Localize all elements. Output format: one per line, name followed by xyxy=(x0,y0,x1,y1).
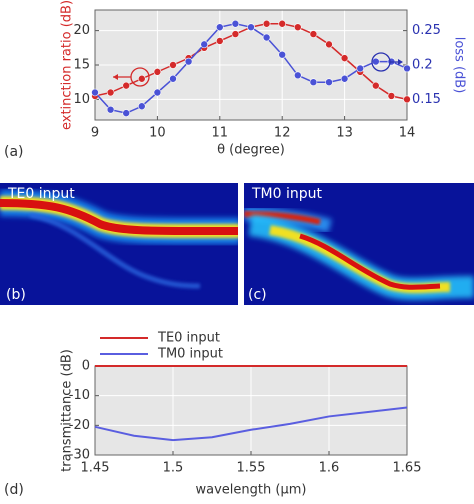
marker xyxy=(169,74,177,83)
x-tick-label: 10 xyxy=(149,126,166,141)
marker xyxy=(122,81,130,90)
x-axis-label: wavelength (μm) xyxy=(196,483,307,498)
y-tick-label: 0 xyxy=(82,359,90,374)
marker xyxy=(371,57,380,66)
marker xyxy=(340,74,349,83)
marker xyxy=(278,50,287,59)
marker xyxy=(371,81,380,90)
y-tick-label: 20 xyxy=(73,23,90,38)
x-tick-label: 14 xyxy=(399,126,416,141)
heatmap-tm0 xyxy=(244,183,474,305)
marker xyxy=(138,74,146,83)
y-axis-label: transmittance (dB) xyxy=(60,349,75,472)
marker xyxy=(387,92,396,100)
y2-tick-label: 0.15 xyxy=(412,92,441,107)
marker xyxy=(216,37,224,45)
marker xyxy=(106,88,115,97)
marker xyxy=(403,95,411,104)
x-tick-label: 9 xyxy=(91,126,99,141)
marker xyxy=(184,57,193,66)
marker xyxy=(169,61,177,69)
marker xyxy=(122,109,130,117)
marker xyxy=(153,88,162,97)
marker xyxy=(309,78,318,86)
marker xyxy=(356,64,365,73)
marker xyxy=(262,19,271,28)
y2-tick-label: 0.25 xyxy=(412,23,441,38)
y-tick-label: 15 xyxy=(73,58,90,73)
x-tick-label: 1.6 xyxy=(319,461,340,476)
marker xyxy=(200,40,208,49)
marker xyxy=(216,23,224,31)
annotation xyxy=(113,52,403,87)
y-tick-label: -30 xyxy=(69,448,90,463)
marker xyxy=(309,30,318,38)
marker xyxy=(106,105,115,114)
marker xyxy=(138,102,146,111)
marker xyxy=(91,88,99,97)
marker xyxy=(293,23,302,31)
panel-label: (b) xyxy=(6,287,26,303)
y-axis-label: extinction ratio (dB) xyxy=(60,0,75,130)
panel-label: (d) xyxy=(4,482,24,498)
y-tick-label: -10 xyxy=(69,388,90,403)
x-tick-label: 11 xyxy=(212,126,229,141)
x-tick-label: 1.45 xyxy=(81,461,110,476)
marker xyxy=(340,54,349,62)
series-line xyxy=(94,406,408,442)
panel-label: (a) xyxy=(4,144,24,160)
x-tick-label: 1.65 xyxy=(393,461,422,476)
marker xyxy=(262,33,271,42)
marker xyxy=(325,40,333,49)
marker xyxy=(293,71,302,80)
image-label: TE0 input xyxy=(7,186,75,202)
heatmap-te0 xyxy=(0,183,238,305)
x-tick-label: 13 xyxy=(336,126,353,141)
marker xyxy=(278,19,287,28)
x-tick-label: 1.5 xyxy=(163,461,184,476)
y2-axis-label: loss (dB) xyxy=(452,37,467,94)
marker xyxy=(231,19,240,28)
marker xyxy=(403,64,411,73)
y2-tick-label: 0.2 xyxy=(412,58,433,73)
y-tick-label: -20 xyxy=(69,418,90,433)
x-axis-label: θ (degree) xyxy=(217,143,285,158)
panel-label: (c) xyxy=(248,287,267,303)
x-tick-label: 1.55 xyxy=(237,461,266,476)
legend-label: TM0 input xyxy=(157,347,223,362)
marker xyxy=(153,68,162,76)
marker xyxy=(231,30,240,38)
x-tick-label: 12 xyxy=(274,126,291,141)
marker xyxy=(325,78,333,86)
y-tick-label: 10 xyxy=(73,92,90,107)
image-label: TM0 input xyxy=(251,186,323,202)
marker xyxy=(247,23,255,31)
legend-label: TE0 input xyxy=(157,331,220,346)
